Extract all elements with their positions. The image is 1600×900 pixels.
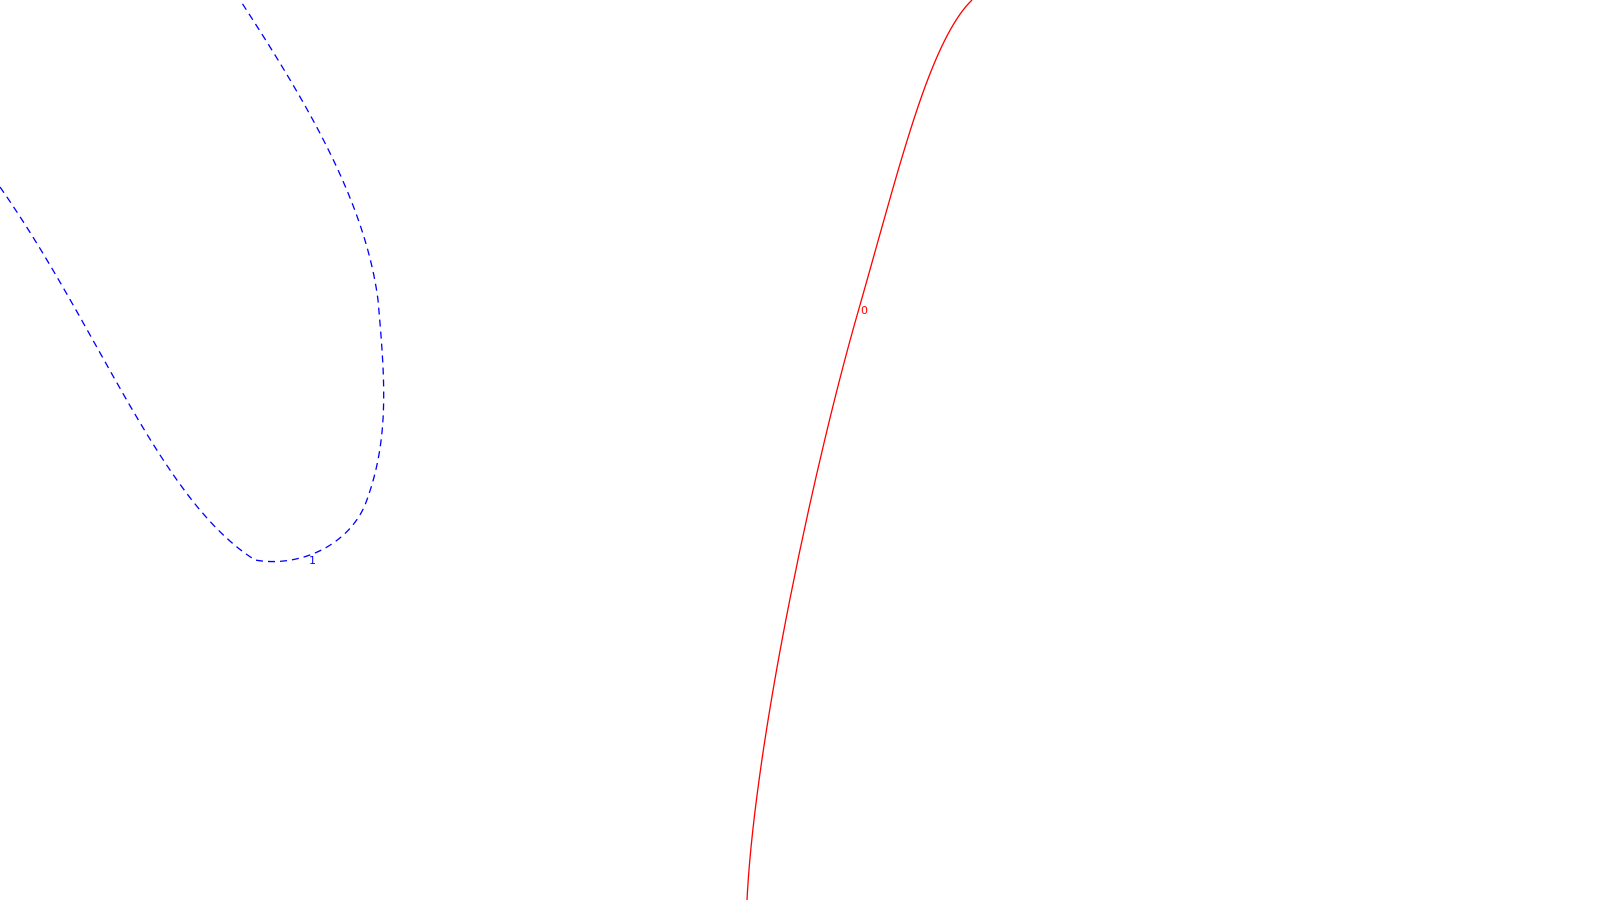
contour-line-level-0 (746, 0, 973, 900)
contour-label-level-1: 1 (309, 554, 316, 567)
contour-line-level-1 (0, 0, 385, 563)
contour-level-0: 0 (746, 0, 973, 900)
contour-level-1: 1 (0, 0, 385, 567)
contour-label-level-0: 0 (861, 304, 868, 317)
